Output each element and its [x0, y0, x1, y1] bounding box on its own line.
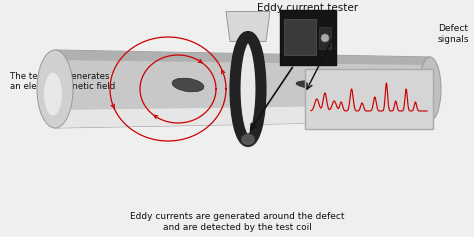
Ellipse shape [172, 78, 204, 92]
FancyBboxPatch shape [305, 69, 433, 129]
Bar [284, 19, 316, 55]
Polygon shape [226, 12, 270, 41]
FancyBboxPatch shape [280, 10, 336, 65]
Ellipse shape [370, 84, 386, 90]
Ellipse shape [44, 73, 62, 115]
Bar [319, 27, 331, 49]
Polygon shape [55, 50, 430, 65]
Text: The test coil generates
an electromagnetic field: The test coil generates an electromagnet… [10, 72, 115, 91]
Text: Defect
signals: Defect signals [438, 24, 470, 44]
Text: Eddy current tester: Eddy current tester [257, 3, 358, 13]
Polygon shape [55, 105, 430, 128]
Text: Eddy currents are generated around the defect: Eddy currents are generated around the d… [130, 212, 344, 221]
Ellipse shape [296, 81, 334, 89]
Text: and are detected by the test coil: and are detected by the test coil [163, 223, 311, 232]
Ellipse shape [241, 133, 255, 146]
Ellipse shape [419, 57, 441, 121]
Ellipse shape [321, 34, 329, 42]
Ellipse shape [235, 41, 261, 137]
Ellipse shape [37, 50, 73, 128]
Polygon shape [55, 50, 430, 128]
